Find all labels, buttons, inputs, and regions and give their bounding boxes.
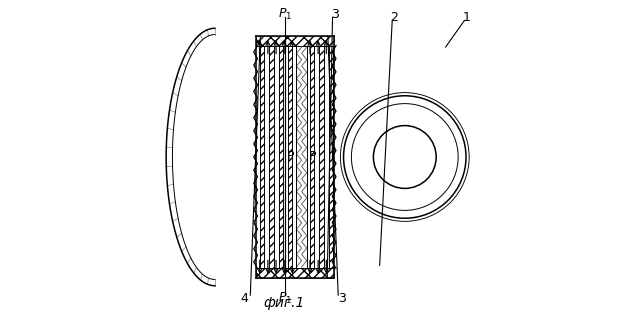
Wedge shape [344, 96, 466, 218]
Bar [278, 46, 283, 268]
Bar [260, 46, 264, 268]
Text: P: P [308, 150, 316, 164]
Text: фиг.1: фиг.1 [263, 296, 305, 310]
Text: $P_1$: $P_1$ [278, 7, 292, 22]
Text: 2: 2 [390, 11, 397, 24]
Bar [269, 46, 273, 268]
Text: 3: 3 [338, 292, 346, 305]
Bar [255, 36, 334, 46]
Polygon shape [172, 35, 215, 279]
Circle shape [351, 104, 458, 210]
Text: P: P [287, 150, 294, 164]
Text: 3: 3 [331, 8, 339, 21]
Bar [255, 268, 334, 278]
Text: 4: 4 [241, 292, 248, 305]
Bar [319, 46, 324, 268]
Text: $P_1$: $P_1$ [278, 291, 292, 306]
Bar [255, 46, 334, 268]
Bar [288, 46, 292, 268]
Text: 1: 1 [463, 11, 471, 24]
Bar [329, 46, 333, 268]
Bar [310, 46, 314, 268]
